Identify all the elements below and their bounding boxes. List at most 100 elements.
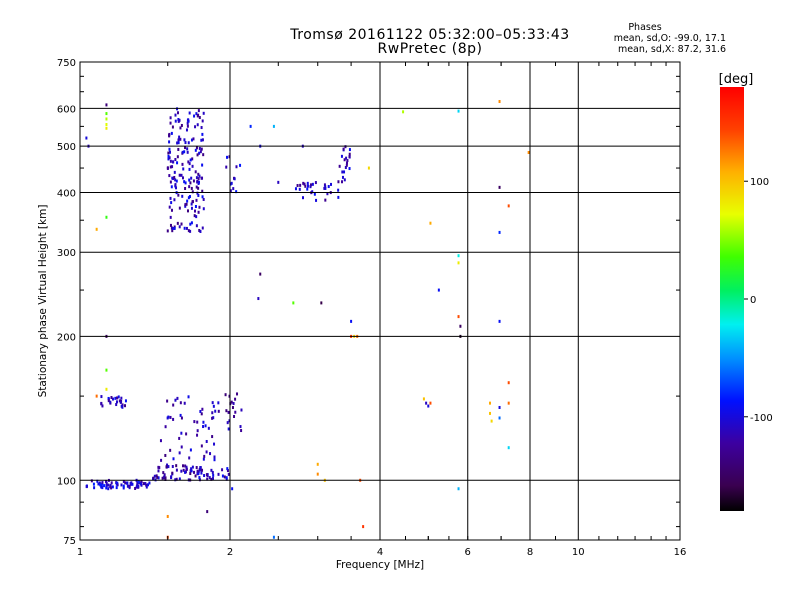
- data-point: [213, 458, 216, 462]
- y-tick-label: 400: [57, 188, 76, 199]
- data-point: [507, 381, 510, 385]
- data-point: [198, 146, 201, 150]
- data-point: [324, 198, 327, 202]
- data-point: [199, 409, 202, 413]
- data-point: [178, 477, 181, 481]
- data-point: [146, 483, 149, 487]
- data-point: [185, 467, 188, 471]
- data-point: [341, 170, 344, 174]
- data-point: [168, 156, 171, 160]
- data-point: [235, 165, 238, 169]
- colorbar-ticks: 100 0 -100: [744, 177, 773, 424]
- x-tick-label: 10: [572, 547, 585, 558]
- data-point: [166, 229, 169, 233]
- data-point: [226, 155, 229, 159]
- data-point: [170, 131, 173, 135]
- data-point: [128, 484, 131, 488]
- data-point: [187, 395, 190, 399]
- data-point: [507, 446, 510, 450]
- data-point: [200, 471, 203, 475]
- data-point: [527, 150, 530, 154]
- colorbar-tick-label: 0: [750, 295, 756, 306]
- data-point: [176, 396, 179, 400]
- data-point: [105, 112, 108, 116]
- data-point: [198, 478, 201, 482]
- data-point: [92, 482, 95, 486]
- data-point: [101, 486, 104, 490]
- data-point: [197, 109, 200, 113]
- data-point: [429, 401, 432, 405]
- data-point: [131, 482, 134, 486]
- data-point: [173, 175, 176, 179]
- data-point: [124, 481, 127, 485]
- data-point: [178, 225, 181, 229]
- data-point: [187, 229, 190, 233]
- data-point: [120, 404, 123, 408]
- data-point: [320, 301, 323, 305]
- y-tick-label: 300: [57, 248, 76, 259]
- data-point: [212, 473, 215, 477]
- data-point: [208, 476, 211, 480]
- data-point: [171, 176, 174, 180]
- data-point: [168, 140, 171, 144]
- data-point: [115, 486, 118, 490]
- data-point: [233, 415, 236, 419]
- data-point: [201, 163, 204, 167]
- y-tick-label: 75: [63, 536, 76, 547]
- data-point: [190, 186, 193, 190]
- y-tick-label: 600: [57, 104, 76, 115]
- data-point: [211, 416, 214, 420]
- data-point: [169, 159, 172, 163]
- data-point: [196, 433, 199, 437]
- data-point: [166, 463, 169, 467]
- data-point: [180, 445, 183, 449]
- data-point: [166, 166, 169, 170]
- data-point: [296, 184, 299, 188]
- data-point: [168, 132, 171, 136]
- data-point: [225, 165, 228, 169]
- data-point: [179, 413, 182, 417]
- data-point: [178, 451, 181, 455]
- data-point: [179, 126, 182, 130]
- data-point: [498, 100, 501, 104]
- data-point: [185, 128, 188, 132]
- data-point: [107, 487, 110, 491]
- data-point: [152, 476, 155, 480]
- data-point: [197, 172, 200, 176]
- data-point: [189, 448, 192, 452]
- data-point: [171, 229, 174, 233]
- data-point: [507, 204, 510, 208]
- data-point: [306, 181, 309, 185]
- data-point: [183, 180, 186, 184]
- data-point: [180, 222, 183, 226]
- data-point: [345, 161, 348, 165]
- data-point: [231, 406, 234, 410]
- data-point: [176, 141, 179, 145]
- data-point: [160, 458, 163, 462]
- data-point: [97, 482, 100, 486]
- data-point: [201, 138, 204, 142]
- data-point: [195, 185, 198, 189]
- data-point: [201, 468, 204, 472]
- data-point: [314, 181, 317, 185]
- data-point: [167, 415, 170, 419]
- data-point: [343, 158, 346, 162]
- data-point: [489, 401, 492, 405]
- data-point: [115, 403, 118, 407]
- data-point: [177, 193, 180, 197]
- data-point: [105, 481, 108, 485]
- data-point: [367, 166, 370, 170]
- data-point: [457, 261, 460, 265]
- data-point: [189, 222, 192, 226]
- data-point: [425, 401, 428, 405]
- data-point: [184, 204, 187, 208]
- data-point: [437, 288, 440, 292]
- data-point: [184, 141, 187, 145]
- data-point: [195, 112, 198, 116]
- data-point: [202, 207, 205, 211]
- data-point: [205, 439, 208, 443]
- data-point: [459, 324, 462, 328]
- data-point: [188, 167, 191, 171]
- chart-title: Tromsø 20161122 05:32:00–05:33:43: [290, 27, 570, 43]
- data-point: [211, 435, 214, 439]
